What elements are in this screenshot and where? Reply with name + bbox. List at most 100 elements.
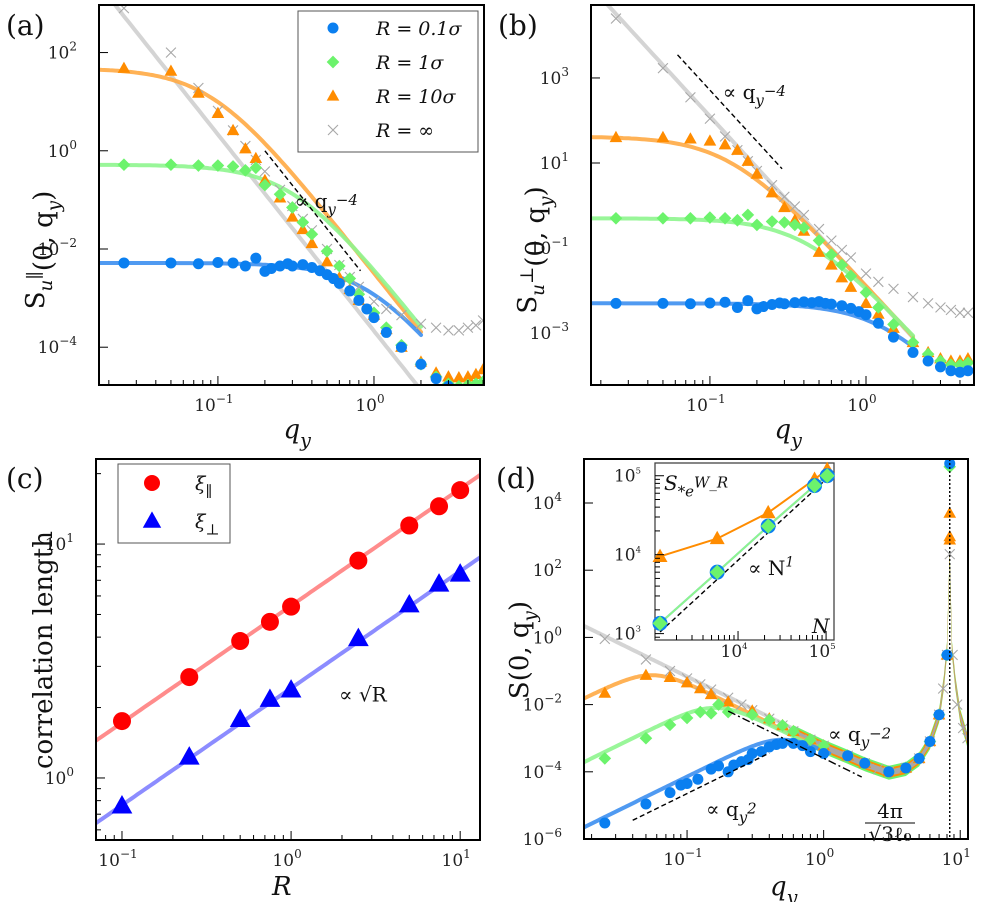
data-point-triangle: [280, 679, 302, 698]
data-point-x: [935, 302, 946, 313]
data-point-circle: [934, 361, 946, 373]
data-point-triangle: [703, 134, 717, 146]
data-point-circle: [842, 750, 854, 762]
data-point-circle: [353, 294, 365, 306]
data-point-x: [415, 318, 427, 330]
data-point-diamond: [835, 258, 849, 272]
data-point-triangle: [229, 708, 251, 728]
y-tick-label-a: 100: [48, 138, 77, 162]
data-point-triangle: [178, 746, 200, 765]
data-point-diamond: [741, 208, 755, 222]
data-point-diamond: [825, 248, 838, 261]
data-point-diamond: [721, 705, 735, 719]
data-point-diamond: [776, 719, 789, 732]
data-point-circle: [349, 551, 368, 570]
data-point-diamond: [797, 221, 811, 235]
data-point-diamond: [192, 159, 205, 172]
data-point-diamond: [859, 286, 873, 299]
data-point-diamond: [273, 187, 287, 201]
data-point-diamond: [239, 163, 252, 177]
data-point-circle: [610, 297, 622, 309]
data-point-diamond: [812, 234, 826, 247]
data-point-diamond: [320, 244, 334, 258]
data-point-diamond: [718, 211, 732, 225]
data-point-circle: [900, 762, 912, 774]
legend-marker-triangle: [142, 511, 162, 528]
data-point-circle: [789, 297, 801, 309]
data-point-triangle: [656, 130, 670, 143]
data-point-diamond: [731, 213, 744, 227]
data-point-x: [962, 307, 974, 319]
data-point-triangle: [639, 668, 653, 680]
y-axis-title-c: correlation length: [29, 531, 59, 769]
data-point-circle: [704, 297, 716, 309]
data-point-x: [353, 281, 365, 293]
data-point-circle: [282, 597, 301, 616]
panel-label-d: (d): [496, 462, 536, 495]
data-point-x: [380, 303, 392, 315]
data-point-triangle: [693, 681, 707, 694]
data-point-x: [813, 223, 825, 235]
panel-label-a: (a): [6, 9, 45, 42]
data-point-circle: [859, 757, 871, 769]
y-axis-title-a: Su∥(0, qy): [21, 191, 65, 310]
data-point-circle: [836, 300, 848, 312]
axes-frame-d: [583, 458, 969, 840]
data-point-diamond: [934, 354, 947, 368]
data-point-x: [165, 47, 177, 58]
x-tick-label-b: 10−1: [686, 392, 725, 416]
y-tick-label-b: 101: [540, 150, 569, 174]
data-point-triangle: [117, 61, 131, 73]
data-point-diamond: [343, 272, 357, 285]
data-point-circle: [227, 257, 239, 269]
data-point-x: [443, 325, 454, 336]
data-point-circle: [462, 387, 473, 398]
data-point-circle: [742, 295, 754, 307]
series-blue: [118, 252, 473, 398]
data-point-circle: [231, 632, 250, 651]
data-point-circle: [872, 317, 884, 329]
data-point-circle: [913, 752, 925, 764]
data-point-diamond: [778, 216, 791, 229]
guide-line-dashed: [677, 54, 783, 170]
series-red: [112, 481, 470, 731]
data-point-circle: [361, 303, 373, 315]
data-point-x: [951, 699, 963, 710]
data-point-circle: [818, 748, 830, 760]
data-point-circle: [640, 798, 652, 810]
data-point-triangle: [741, 154, 755, 166]
data-point-x: [704, 113, 716, 125]
data-point-triangle: [825, 258, 838, 270]
data-point-circle: [933, 709, 945, 721]
data-point-triangle: [259, 688, 281, 707]
data-point-circle: [692, 773, 704, 785]
fit-curve-line_gray: [112, 5, 420, 385]
data-point-circle: [453, 385, 464, 396]
data-point-circle: [395, 341, 407, 353]
data-point-circle: [297, 259, 309, 271]
x-tick-label-c: 100: [272, 847, 301, 871]
data-point-circle: [657, 297, 669, 309]
data-point-diamond: [712, 698, 725, 711]
data-point-x: [922, 297, 934, 309]
y-tick-label-a: 102: [48, 40, 77, 64]
data-point-x: [907, 291, 919, 303]
x-axis-title-b: qy: [775, 415, 803, 451]
data-point-diamond: [164, 158, 178, 172]
data-point-diamond: [656, 211, 670, 225]
fraction-numerator: 4π: [877, 799, 903, 823]
data-point-circle: [368, 312, 380, 324]
plot-area-d: 10−1 100 101 104 102 100 10−2 10−4 10−6 qy S(0, qy…: [505, 458, 971, 902]
panel-label-c: (c): [6, 462, 44, 495]
data-point-x: [657, 62, 669, 74]
guide-line-dashed: [264, 150, 362, 272]
data-point-x: [396, 309, 407, 321]
data-point-triangle: [111, 795, 133, 814]
inset-y-label: S*eW_R: [664, 471, 728, 501]
data-point-diamond: [944, 358, 958, 372]
data-point-triangle: [859, 296, 873, 309]
data-point-x: [945, 304, 957, 316]
x-tick-label-inset: 104: [721, 641, 748, 662]
data-point-circle: [664, 787, 676, 799]
